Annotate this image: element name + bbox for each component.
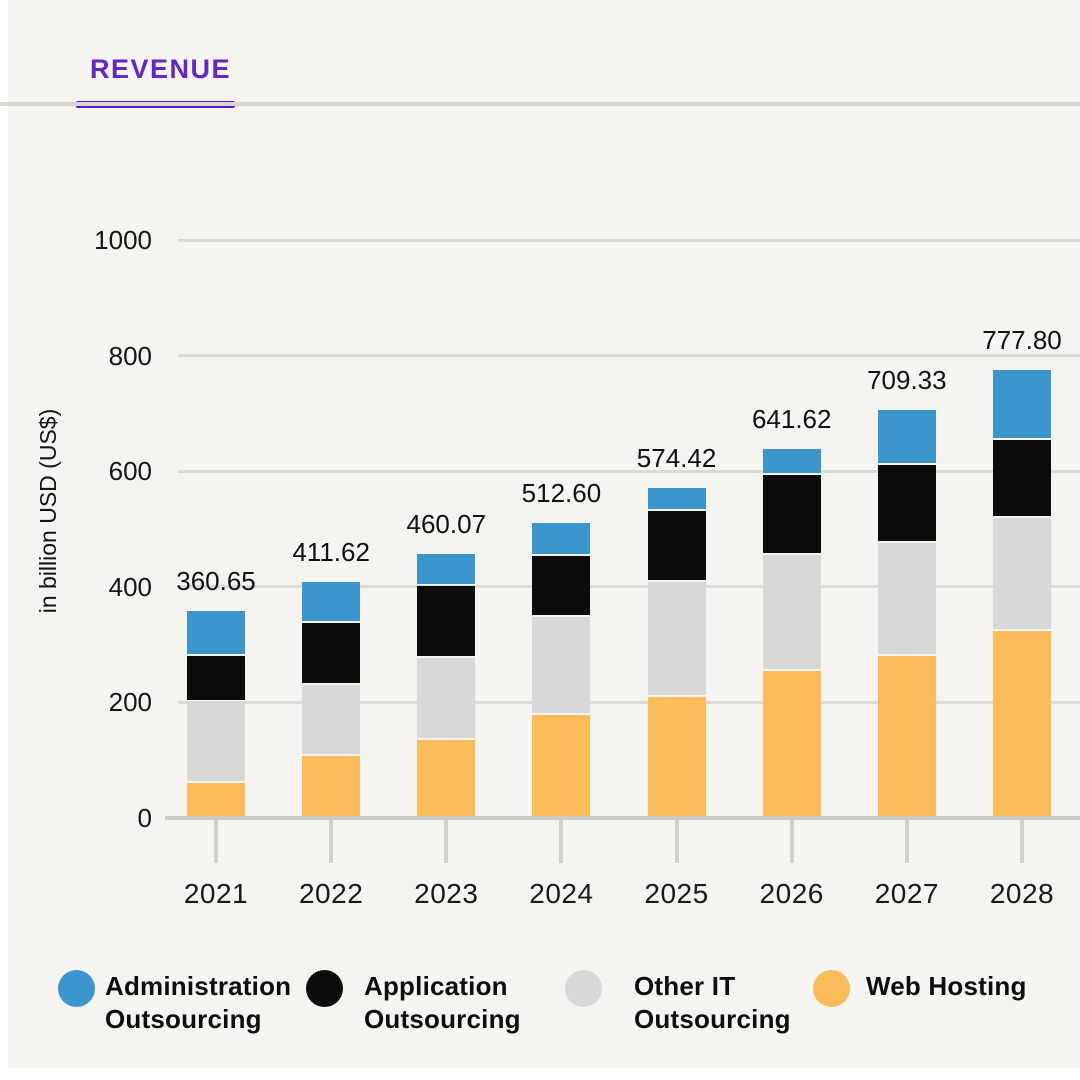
bar-segment-administration-outsourcing-2025 — [647, 488, 706, 510]
x-tick-2022 — [329, 818, 334, 863]
bar-segment-application-outsourcing-2023 — [417, 586, 476, 657]
legend-label-other-it: Other IT Outsourcing — [634, 971, 791, 1034]
x-tick-label-2028: 2028 — [989, 878, 1055, 909]
bar-segment-other-it-outsourcing-2023 — [417, 658, 476, 738]
legend-swatch-other-it — [565, 970, 602, 1007]
bar-segment-application-outsourcing-2026 — [762, 474, 821, 554]
bar-segment-administration-outsourcing-2026 — [762, 448, 821, 473]
gridline-200 — [178, 700, 1080, 704]
total-label-2023: 460.07 — [406, 509, 487, 540]
legend-label-web-hosting: Web Hosting — [866, 971, 1027, 1001]
bar-segment-administration-outsourcing-2027 — [877, 410, 936, 464]
x-tick-label-2025: 2025 — [644, 878, 709, 909]
header-divider-line — [0, 102, 1080, 106]
x-tick-label-2023: 2023 — [414, 878, 479, 909]
bar-segment-other-it-outsourcing-2026 — [762, 555, 821, 670]
x-tick-2025 — [674, 818, 679, 863]
bar-segment-administration-outsourcing-2023 — [417, 554, 476, 585]
bar-segment-web-hosting-2026 — [762, 671, 821, 818]
gridline-600 — [178, 469, 1080, 473]
bar-segment-web-hosting-2023 — [417, 739, 476, 818]
bar-segment-other-it-outsourcing-2022 — [302, 685, 361, 754]
bar-segment-application-outsourcing-2024 — [532, 555, 591, 616]
total-label-2028: 777.80 — [982, 325, 1062, 356]
total-label-2026: 641.62 — [751, 403, 832, 434]
legend-swatch-application — [306, 970, 343, 1007]
x-tick-label-2027: 2027 — [874, 878, 939, 909]
y-tick-label-0: 0 — [137, 803, 152, 833]
bar-segment-web-hosting-2021 — [187, 783, 245, 818]
bar-segment-web-hosting-2025 — [647, 697, 706, 818]
x-tick-label-2026: 2026 — [759, 878, 824, 909]
total-label-2021: 360.65 — [176, 566, 256, 597]
y-tick-label-200: 200 — [108, 687, 152, 718]
total-label-2024: 512.60 — [521, 478, 602, 509]
x-tick-label-2021: 2021 — [183, 878, 249, 909]
legend-swatch-administration — [58, 970, 95, 1007]
x-tick-2026 — [789, 818, 794, 863]
x-tick-2028 — [1020, 818, 1024, 863]
total-label-2025: 574.42 — [636, 443, 717, 474]
bar-segment-web-hosting-2027 — [877, 655, 936, 818]
bar-segment-other-it-outsourcing-2025 — [647, 581, 706, 696]
bar-segment-other-it-outsourcing-2021 — [187, 701, 245, 781]
bar-segment-other-it-outsourcing-2028 — [993, 517, 1051, 629]
x-tick-2024 — [559, 818, 564, 863]
total-label-2022: 411.62 — [292, 536, 370, 567]
legend-swatch-web-hosting — [813, 970, 850, 1007]
bar-segment-web-hosting-2024 — [532, 715, 591, 818]
legend-label-application: Application Outsourcing — [364, 971, 521, 1034]
bar-segment-application-outsourcing-2022 — [302, 623, 361, 684]
gridline-800 — [178, 354, 1080, 358]
x-tick-2027 — [904, 818, 909, 863]
bar-segment-application-outsourcing-2025 — [647, 511, 706, 580]
y-tick-label-1000: 1000 — [94, 225, 152, 255]
tab-revenue[interactable]: REVENUE — [90, 54, 232, 84]
gridline-1000 — [178, 238, 1080, 242]
y-tick-label-800: 800 — [108, 340, 152, 371]
bar-segment-administration-outsourcing-2028 — [993, 370, 1051, 438]
bar-segment-other-it-outsourcing-2027 — [877, 543, 936, 654]
bar-segment-administration-outsourcing-2022 — [302, 581, 361, 622]
y-tick-label-600: 600 — [108, 456, 152, 487]
y-tick-label-400: 400 — [108, 571, 152, 602]
bar-segment-web-hosting-2022 — [302, 755, 361, 818]
total-label-2027: 709.33 — [867, 365, 947, 396]
gridline-400 — [178, 585, 1080, 589]
x-tick-label-2022: 2022 — [298, 878, 364, 909]
x-tick-label-2024: 2024 — [529, 878, 594, 909]
bar-segment-administration-outsourcing-2024 — [532, 523, 591, 554]
bar-segment-application-outsourcing-2021 — [187, 655, 245, 700]
x-tick-2023 — [444, 818, 449, 863]
bar-segment-administration-outsourcing-2021 — [187, 611, 245, 654]
bar-segment-application-outsourcing-2027 — [877, 465, 936, 542]
bar-segment-other-it-outsourcing-2024 — [532, 617, 591, 714]
x-axis-line — [165, 816, 1080, 820]
legend-label-administration: Administration Outsourcing — [105, 971, 292, 1034]
bar-segment-application-outsourcing-2028 — [993, 439, 1051, 516]
x-tick-2021 — [214, 818, 218, 863]
bar-segment-web-hosting-2028 — [993, 630, 1051, 818]
